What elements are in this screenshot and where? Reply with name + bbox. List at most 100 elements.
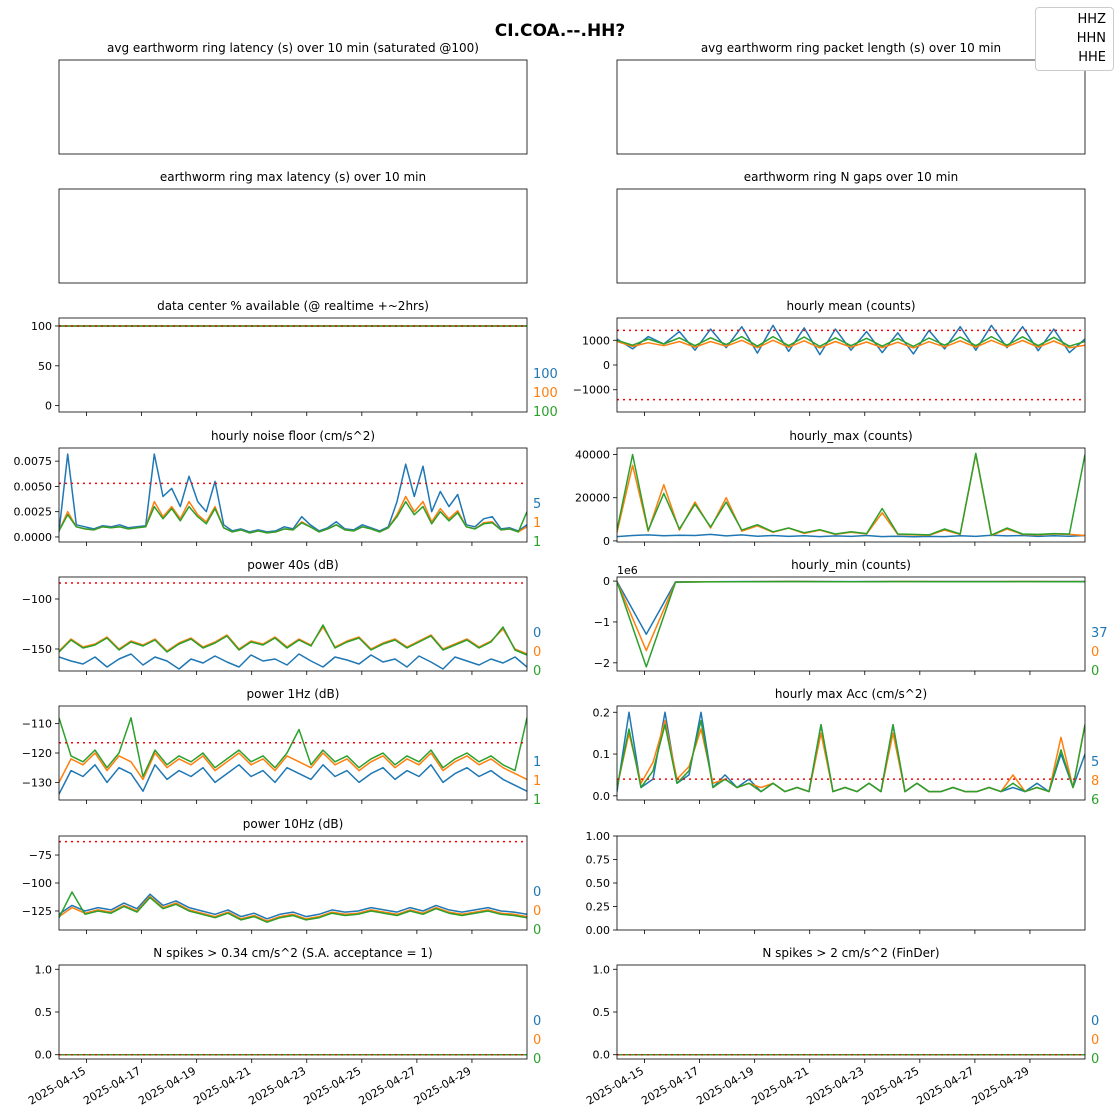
y-tick-label: 0.0 <box>593 1049 611 1062</box>
legend-item-hhz: HHZ <box>1077 12 1106 27</box>
panel-p11: power 1Hz (dB) −130 −120 −110 1 1 1 <box>22 687 542 808</box>
plot-frame <box>616 188 1086 284</box>
x-tick-label: 2025-04-21 <box>191 1064 253 1107</box>
x-tick-label: 2025-04-15 <box>26 1064 88 1107</box>
y-tick-label: −130 <box>22 776 52 789</box>
right-label: 0 <box>533 1052 541 1067</box>
x-tick-label: 2025-04-17 <box>81 1064 143 1107</box>
plot-frame <box>616 964 1086 1060</box>
right-label: 0 <box>1091 645 1099 660</box>
panel-p1: avg earthworm ring latency (s) over 10 m… <box>58 41 528 155</box>
right-label: 5 <box>533 497 541 512</box>
figure-title: CI.COA.--.HH? <box>495 21 626 41</box>
y-tick-label: −150 <box>22 643 52 656</box>
right-label: 0 <box>533 664 541 679</box>
x-tick-label: 2025-04-29 <box>970 1064 1032 1107</box>
panel-p5: data center % available (@ realtime +~2h… <box>31 299 558 420</box>
y-tick-label: 0.0075 <box>14 455 53 468</box>
plot-frame <box>58 317 528 413</box>
right-label: 0 <box>1091 1052 1099 1067</box>
series-line-hhn <box>617 719 1085 793</box>
series-line-hhe <box>617 452 1085 536</box>
x-tick-label: 2025-04-23 <box>804 1064 866 1107</box>
y-tick-label: 1.0 <box>35 963 53 976</box>
y-tick-label: 0.0050 <box>14 480 53 493</box>
right-label: 0 <box>533 626 541 641</box>
x-tick-label: 2025-04-29 <box>412 1064 474 1107</box>
right-label: 0 <box>533 885 541 900</box>
panel-title: hourly noise floor (cm/s^2) <box>211 429 375 443</box>
y-tick-label: 0.5 <box>593 1006 611 1019</box>
plot-frame <box>58 59 528 155</box>
panel-p13: power 10Hz (dB) −125 −100 −75 0 0 0 <box>22 817 542 938</box>
series-line-hhe <box>59 500 527 534</box>
series-line-hhn <box>617 339 1085 349</box>
right-label: 1 <box>533 516 541 531</box>
plot-frame <box>616 576 1086 672</box>
series-line-hhz <box>617 324 1085 356</box>
series-group <box>59 717 527 795</box>
series-line-hhe <box>617 719 1085 793</box>
legend-item-hhn: HHN <box>1076 31 1106 46</box>
series-line-hhe <box>59 717 527 778</box>
plot-frame <box>58 447 528 543</box>
y-tick-label: 0.5 <box>35 1006 53 1019</box>
y-tick-label: 20000 <box>575 492 610 505</box>
plot-frame <box>616 59 1086 155</box>
y-tick-label: 0.0025 <box>14 506 53 519</box>
series-line-hhz <box>59 764 527 795</box>
panel-title: hourly_min (counts) <box>791 558 911 572</box>
legend-item-hhe: HHE <box>1078 50 1106 65</box>
y-tick-label: 0.00 <box>586 924 611 937</box>
y-tick-label: 0.50 <box>586 877 611 890</box>
series-group <box>59 582 527 670</box>
series-line-hhz <box>617 580 1085 635</box>
series-line-hhz <box>59 453 527 533</box>
y-tick-label: −120 <box>22 747 52 760</box>
panel-p10: hourly_min (counts) −2 −1 0 1e6 37 0 0 <box>594 558 1108 679</box>
y-tick-label: 100 <box>31 320 52 333</box>
plot-frame <box>616 447 1086 543</box>
panel-title: avg earthworm ring latency (s) over 10 m… <box>107 41 479 55</box>
series-line-hhe <box>59 891 527 923</box>
panel-p6: hourly mean (counts) −1000 0 1000 <box>573 299 1086 416</box>
right-label: 6 <box>1091 793 1099 808</box>
panel-title: data center % available (@ realtime +~2h… <box>157 299 429 313</box>
x-tick-label: 2025-04-21 <box>749 1064 811 1107</box>
series-line-hhn <box>617 580 1085 652</box>
y-tick-label: 0 <box>603 575 610 588</box>
right-label: 1 <box>533 535 541 550</box>
y-tick-label: −1 <box>594 616 610 629</box>
series-line-hhe <box>59 624 527 656</box>
y-tick-label: 0.2 <box>593 706 611 719</box>
x-tick-label: 2025-04-23 <box>246 1064 308 1107</box>
y-tick-label: −110 <box>22 718 52 731</box>
series-line-hhe <box>617 335 1085 348</box>
right-label: 0 <box>1091 1014 1099 1029</box>
series-group <box>617 324 1085 401</box>
y-tick-label: 0.1 <box>593 748 611 761</box>
right-label: 100 <box>533 367 558 382</box>
panel-title: hourly max Acc (cm/s^2) <box>775 687 927 701</box>
right-label: 1 <box>533 793 541 808</box>
y-tick-label: −100 <box>22 593 52 606</box>
right-label: 100 <box>533 386 558 401</box>
plot-frame <box>616 835 1086 931</box>
panel-p3: earthworm ring max latency (s) over 10 m… <box>58 170 528 284</box>
plot-frame <box>58 964 528 1060</box>
x-tick-label: 2025-04-17 <box>639 1064 701 1107</box>
panel-p15: N spikes > 0.34 cm/s^2 (S.A. acceptance … <box>26 946 541 1108</box>
panel-title: N spikes > 2 cm/s^2 (FinDer) <box>762 946 939 960</box>
y-tick-label: 0 <box>45 400 52 413</box>
right-label: 37 <box>1091 626 1108 641</box>
plot-frame <box>616 705 1086 801</box>
x-tick-label: 2025-04-27 <box>915 1064 977 1107</box>
panel-p7: hourly noise floor (cm/s^2) 0.0000 0.0025 0… <box>14 429 542 550</box>
panel-title: hourly_max (counts) <box>789 429 912 443</box>
series-line-hhn <box>617 453 1085 537</box>
series-line-hhz <box>59 893 527 920</box>
x-tick-label: 2025-04-15 <box>584 1064 646 1107</box>
y-tick-label: −75 <box>29 849 52 862</box>
panel-p8: hourly_max (counts) 0 20000 40000 <box>575 429 1086 548</box>
